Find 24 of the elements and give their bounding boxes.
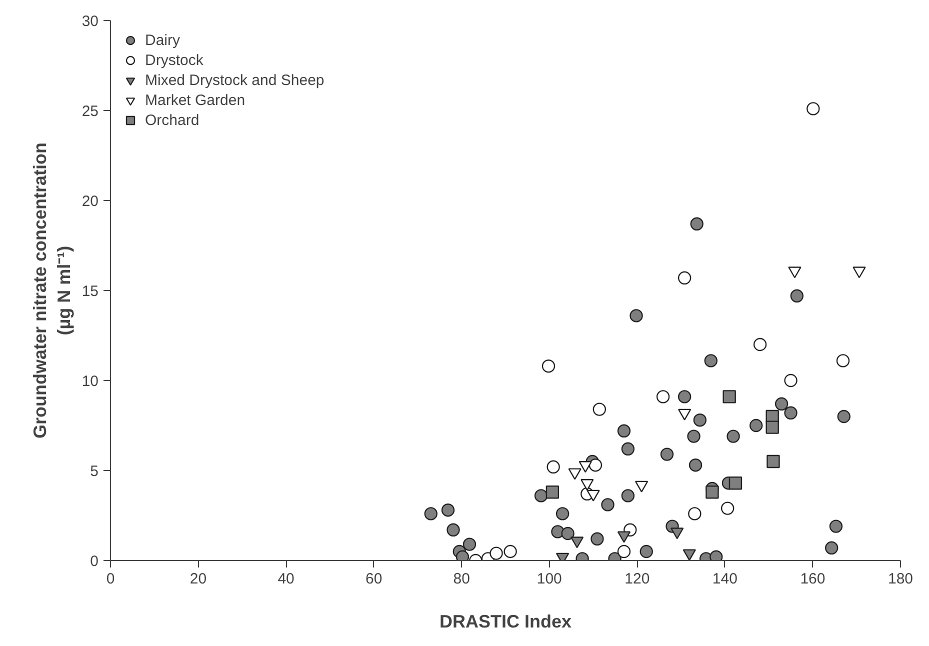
y-tick-label: 10	[82, 373, 99, 390]
x-tick-label: 40	[278, 570, 294, 588]
legend-label: Market Garden	[145, 92, 246, 108]
y-axis-title: Groundwater nitrate concentration (µg N ml⁻¹)	[30, 142, 74, 439]
y-tick-label: 20	[82, 193, 99, 210]
x-tick-label: 180	[888, 570, 914, 588]
y-tick-label: 30	[82, 13, 99, 30]
legend-label: Drystock	[145, 52, 204, 68]
x-tick-label: 80	[453, 570, 470, 588]
x-tick-label: 100	[536, 570, 562, 588]
y-tick-label: 25	[82, 103, 99, 120]
legend-label: Mixed Drystock and Sheep	[145, 72, 324, 88]
y-tick-label: 5	[90, 463, 98, 480]
y-tick-label: 15	[82, 283, 99, 300]
x-tick-label: 60	[365, 570, 382, 588]
x-tick-label: 20	[190, 570, 207, 588]
y-tick-label: 0	[90, 553, 98, 570]
x-axis-title: DRASTIC Index	[439, 612, 572, 632]
legend-label: Dairy	[145, 32, 180, 48]
x-tick-label: 140	[712, 570, 738, 588]
x-tick-label: 0	[106, 570, 115, 588]
x-tick-label: 160	[800, 570, 826, 588]
x-tick-label: 120	[624, 570, 650, 588]
legend-label: Orchard	[145, 112, 200, 128]
